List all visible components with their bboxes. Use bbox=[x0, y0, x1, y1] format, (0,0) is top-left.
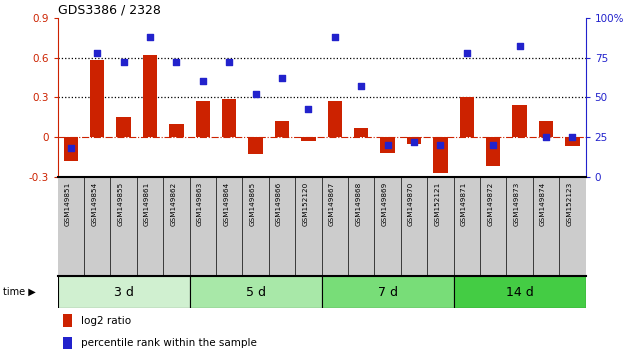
Bar bbox=[380, 137, 395, 153]
Point bbox=[118, 59, 129, 65]
Point bbox=[488, 142, 499, 148]
Text: GSM149861: GSM149861 bbox=[144, 182, 150, 226]
Point bbox=[92, 50, 102, 56]
Text: GSM152120: GSM152120 bbox=[303, 182, 308, 226]
Bar bbox=[275, 121, 289, 137]
Bar bbox=[407, 137, 421, 144]
Text: GSM149872: GSM149872 bbox=[487, 182, 493, 226]
Point bbox=[198, 79, 208, 84]
Bar bbox=[248, 137, 263, 154]
Text: GSM152121: GSM152121 bbox=[435, 182, 440, 226]
Text: 3 d: 3 d bbox=[114, 286, 134, 298]
Point bbox=[383, 142, 393, 148]
Bar bbox=[58, 276, 189, 308]
Text: GSM149864: GSM149864 bbox=[223, 182, 229, 226]
Bar bbox=[433, 137, 447, 173]
Point bbox=[541, 135, 551, 140]
Bar bbox=[301, 137, 316, 141]
Text: GSM149851: GSM149851 bbox=[65, 182, 71, 226]
Point bbox=[250, 91, 260, 97]
Text: GSM149874: GSM149874 bbox=[540, 182, 546, 226]
Bar bbox=[222, 99, 236, 137]
Text: 14 d: 14 d bbox=[506, 286, 534, 298]
Text: log2 ratio: log2 ratio bbox=[81, 316, 131, 326]
Text: GSM149870: GSM149870 bbox=[408, 182, 414, 226]
Point bbox=[145, 34, 155, 40]
Text: 7 d: 7 d bbox=[378, 286, 397, 298]
Point bbox=[277, 75, 287, 81]
Text: GSM152123: GSM152123 bbox=[566, 182, 572, 226]
Text: GSM149867: GSM149867 bbox=[329, 182, 335, 226]
Point bbox=[172, 59, 182, 65]
Bar bbox=[513, 105, 527, 137]
Text: GSM149866: GSM149866 bbox=[276, 182, 282, 226]
Point bbox=[66, 145, 76, 151]
Point bbox=[224, 59, 234, 65]
Point bbox=[409, 139, 419, 145]
Text: GDS3386 / 2328: GDS3386 / 2328 bbox=[58, 4, 161, 17]
Text: GSM149868: GSM149868 bbox=[355, 182, 361, 226]
Point bbox=[303, 105, 314, 111]
Point bbox=[330, 34, 340, 40]
Bar bbox=[328, 101, 342, 137]
Text: GSM149863: GSM149863 bbox=[197, 182, 203, 226]
Point bbox=[515, 44, 525, 49]
Text: GSM149873: GSM149873 bbox=[514, 182, 520, 226]
Bar bbox=[90, 60, 104, 137]
Bar bbox=[565, 137, 580, 147]
Bar bbox=[189, 276, 322, 308]
Text: GSM149854: GSM149854 bbox=[92, 182, 97, 226]
Bar bbox=[63, 137, 78, 161]
Text: 5 d: 5 d bbox=[246, 286, 266, 298]
Text: percentile rank within the sample: percentile rank within the sample bbox=[81, 338, 257, 348]
Bar bbox=[143, 55, 157, 137]
Text: GSM149871: GSM149871 bbox=[461, 182, 467, 226]
Bar bbox=[454, 276, 586, 308]
Text: GSM149855: GSM149855 bbox=[118, 182, 124, 226]
Bar bbox=[63, 337, 72, 349]
Bar bbox=[539, 121, 553, 137]
Bar bbox=[196, 101, 210, 137]
Point bbox=[435, 142, 445, 148]
Bar bbox=[460, 97, 474, 137]
Point bbox=[461, 50, 472, 56]
Text: time ▶: time ▶ bbox=[3, 287, 36, 297]
Point bbox=[356, 84, 366, 89]
Bar bbox=[486, 137, 500, 166]
Text: GSM149869: GSM149869 bbox=[381, 182, 388, 226]
Bar bbox=[354, 128, 369, 137]
Bar bbox=[63, 314, 72, 327]
Bar bbox=[322, 276, 454, 308]
Bar bbox=[116, 117, 131, 137]
Text: GSM149865: GSM149865 bbox=[250, 182, 255, 226]
Point bbox=[567, 135, 577, 140]
Text: GSM149862: GSM149862 bbox=[170, 182, 177, 226]
Bar bbox=[169, 124, 184, 137]
